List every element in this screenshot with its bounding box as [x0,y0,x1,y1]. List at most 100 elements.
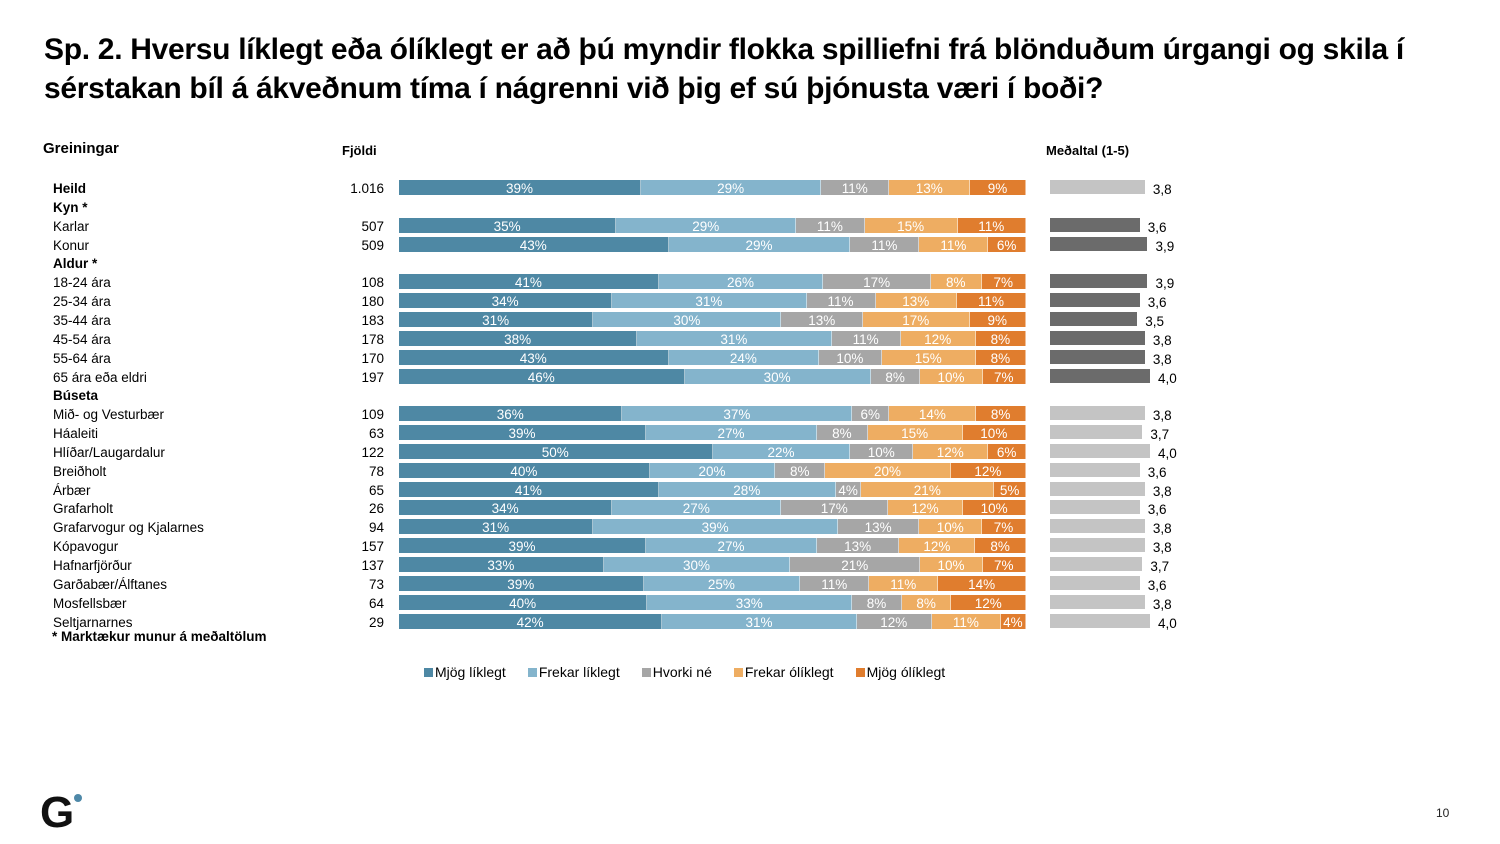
mean-value-label: 3,9 [1155,276,1175,292]
row-label: Kópavogur [53,539,119,555]
chart-row: Karlar 507 35% 29% 11% 15% 11% 3,6 [0,217,1500,237]
row-count: 94 [368,520,384,536]
row-count: 26 [368,501,384,517]
seg-frekar-oliklegt: 12% [913,443,989,460]
row-label: 35-44 ára [53,312,111,328]
seg-frekar-liklegt: 27% [646,538,817,554]
seg-frekar-oliklegt: 10% [920,368,983,385]
seg-hvorki-ne: 11% [806,293,876,309]
seg-mjog-oliklegt: 11% [957,293,1026,309]
mean-bar [1050,311,1138,326]
chart-row: 65 ára eða eldri 197 46% 30% 8% 10% 7% 4,0 [0,368,1500,388]
seg-mjog-liklegt: 38% [399,330,638,347]
chart-row: Grafarholt 26 34% 27% 17% 12% 10% 3,6 [0,500,1500,519]
row-count: 197 [361,369,384,385]
seg-frekar-liklegt: 30% [593,311,782,328]
mean-value-label: 4,0 [1158,445,1177,461]
row-label: Hlíðar/Laugardalur [53,444,165,460]
legend-item-frekar-liklegt: Frekar líklegt [527,664,620,680]
row-label: 45-54 ára [53,331,111,347]
seg-frekar-oliklegt: 15% [864,217,958,234]
seg-frekar-liklegt: 31% [637,330,832,347]
seg-frekar-oliklegt: 11% [869,575,939,592]
chart-row: Hafnarfjörður 137 33% 30% 21% 10% 7% 3,7 [0,557,1500,576]
chart-row: Mið- og Vesturbær 109 36% 37% 6% 14% 8% 3,8 [0,406,1500,425]
row-count: 170 [361,350,384,366]
seg-hvorki-ne: 11% [850,236,920,253]
chart-row: Kópavogur 157 39% 27% 13% 12% 8% 3,8 [0,538,1500,557]
mean-bar [1050,425,1143,440]
mean-value-label: 3,8 [1152,351,1172,367]
mean-value-label: 3,8 [1152,483,1172,499]
seg-mjog-oliklegt: 7% [981,274,1026,290]
mean-bar [1050,500,1140,515]
seg-mjog-liklegt: 34% [399,293,613,309]
company-logo: G [40,791,90,835]
chart-row: Grafarvogur og Kjalarnes 94 31% 39% 13% 10% 7%… [0,519,1500,538]
mean-value-label: 3,7 [1150,427,1170,443]
mean-bar [1050,217,1140,232]
mean-value-label: 3,8 [1152,408,1172,424]
seg-frekar-liklegt: 29% [668,236,851,253]
chart-row: Garðabær/Álftanes 73 39% 25% 11% 11% 14% 3,6 [0,575,1500,595]
stacked-bar: 40% 33% 8% 8% 12% [399,594,1026,611]
seg-mjog-oliklegt: 7% [982,519,1026,535]
seg-hvorki-ne: 11% [800,575,870,592]
row-count: 183 [361,312,384,328]
seg-mjog-oliklegt: 6% [988,236,1026,253]
seg-frekar-liklegt: 30% [684,368,871,385]
mean-bar [1050,293,1140,308]
seg-frekar-liklegt: 27% [612,500,782,516]
seg-hvorki-ne: 13% [781,311,863,328]
seg-mjog-oliklegt: 8% [975,349,1026,366]
row-count: 108 [361,275,384,291]
chart-row: 25-34 ára 180 34% 31% 11% 13% 11% 3,6 [0,293,1500,312]
seg-frekar-oliklegt: 21% [861,481,995,498]
mean-bar [1050,180,1145,194]
mean-value-label: 3,8 [1152,332,1172,348]
stacked-bar: 39% 27% 13% 12% 8% [399,538,1026,554]
seg-mjog-liklegt: 50% [399,443,713,460]
mean-bar [1050,575,1140,590]
seg-frekar-liklegt: 29% [641,180,822,196]
legend-label: Frekar líklegt [538,664,620,680]
seg-mjog-oliklegt: 6% [988,443,1026,460]
mean-bar [1050,557,1143,571]
seg-hvorki-ne: 11% [796,217,865,234]
chart-row: Breiðholt 78 40% 20% 8% 20% 12% 3,6 [0,462,1500,482]
group-label: Aldur * [53,256,98,272]
mean-bar [1050,481,1145,496]
legend-swatch [855,667,865,677]
seg-frekar-oliklegt: 20% [825,462,951,479]
chart-row: Konur 509 43% 29% 11% 11% 6% 3,9 [0,236,1500,256]
seg-mjog-liklegt: 34% [399,500,613,516]
chart-row: Heild 1.016 39% 29% 11% 13% 9% 3,8 [0,180,1500,199]
legend-item-mjog-liklegt: Mjög líklegt [424,664,506,680]
seg-frekar-oliklegt: 11% [919,236,989,253]
seg-frekar-oliklegt: 11% [931,613,1001,630]
row-count: 65 [368,482,384,498]
seg-hvorki-ne: 8% [817,425,868,441]
mean-value-label: 3,8 [1152,182,1172,197]
seg-mjog-liklegt: 36% [399,406,623,422]
seg-mjog-liklegt: 39% [399,538,646,554]
mean-value-label: 3,8 [1152,540,1172,556]
seg-mjog-oliklegt: 8% [976,406,1026,422]
seg-mjog-liklegt: 35% [399,217,617,234]
seg-mjog-oliklegt: 5% [994,481,1026,498]
seg-frekar-liklegt: 27% [646,425,817,441]
stacked-bar: 34% 31% 11% 13% 11% [399,293,1026,309]
mean-value-label: 3,6 [1147,502,1167,518]
seg-mjog-oliklegt: 12% [951,594,1026,611]
legend-label: Mjög ólíklegt [866,664,946,680]
seg-hvorki-ne: 10% [819,349,882,366]
chart-row: 18-24 ára 108 41% 26% 17% 8% 7% 3,9 [0,274,1500,293]
page-number: 10 [1436,806,1450,820]
mean-bar [1050,274,1148,289]
chart-row: 35-44 ára 183 31% 30% 13% 17% 9% 3,5 [0,311,1500,331]
row-count: 29 [368,614,384,630]
seg-mjog-oliklegt: 10% [963,500,1026,516]
footnote: * Marktækur munur á meðaltölum [52,629,267,644]
mean-bar [1050,406,1145,421]
row-count: 64 [368,595,384,611]
